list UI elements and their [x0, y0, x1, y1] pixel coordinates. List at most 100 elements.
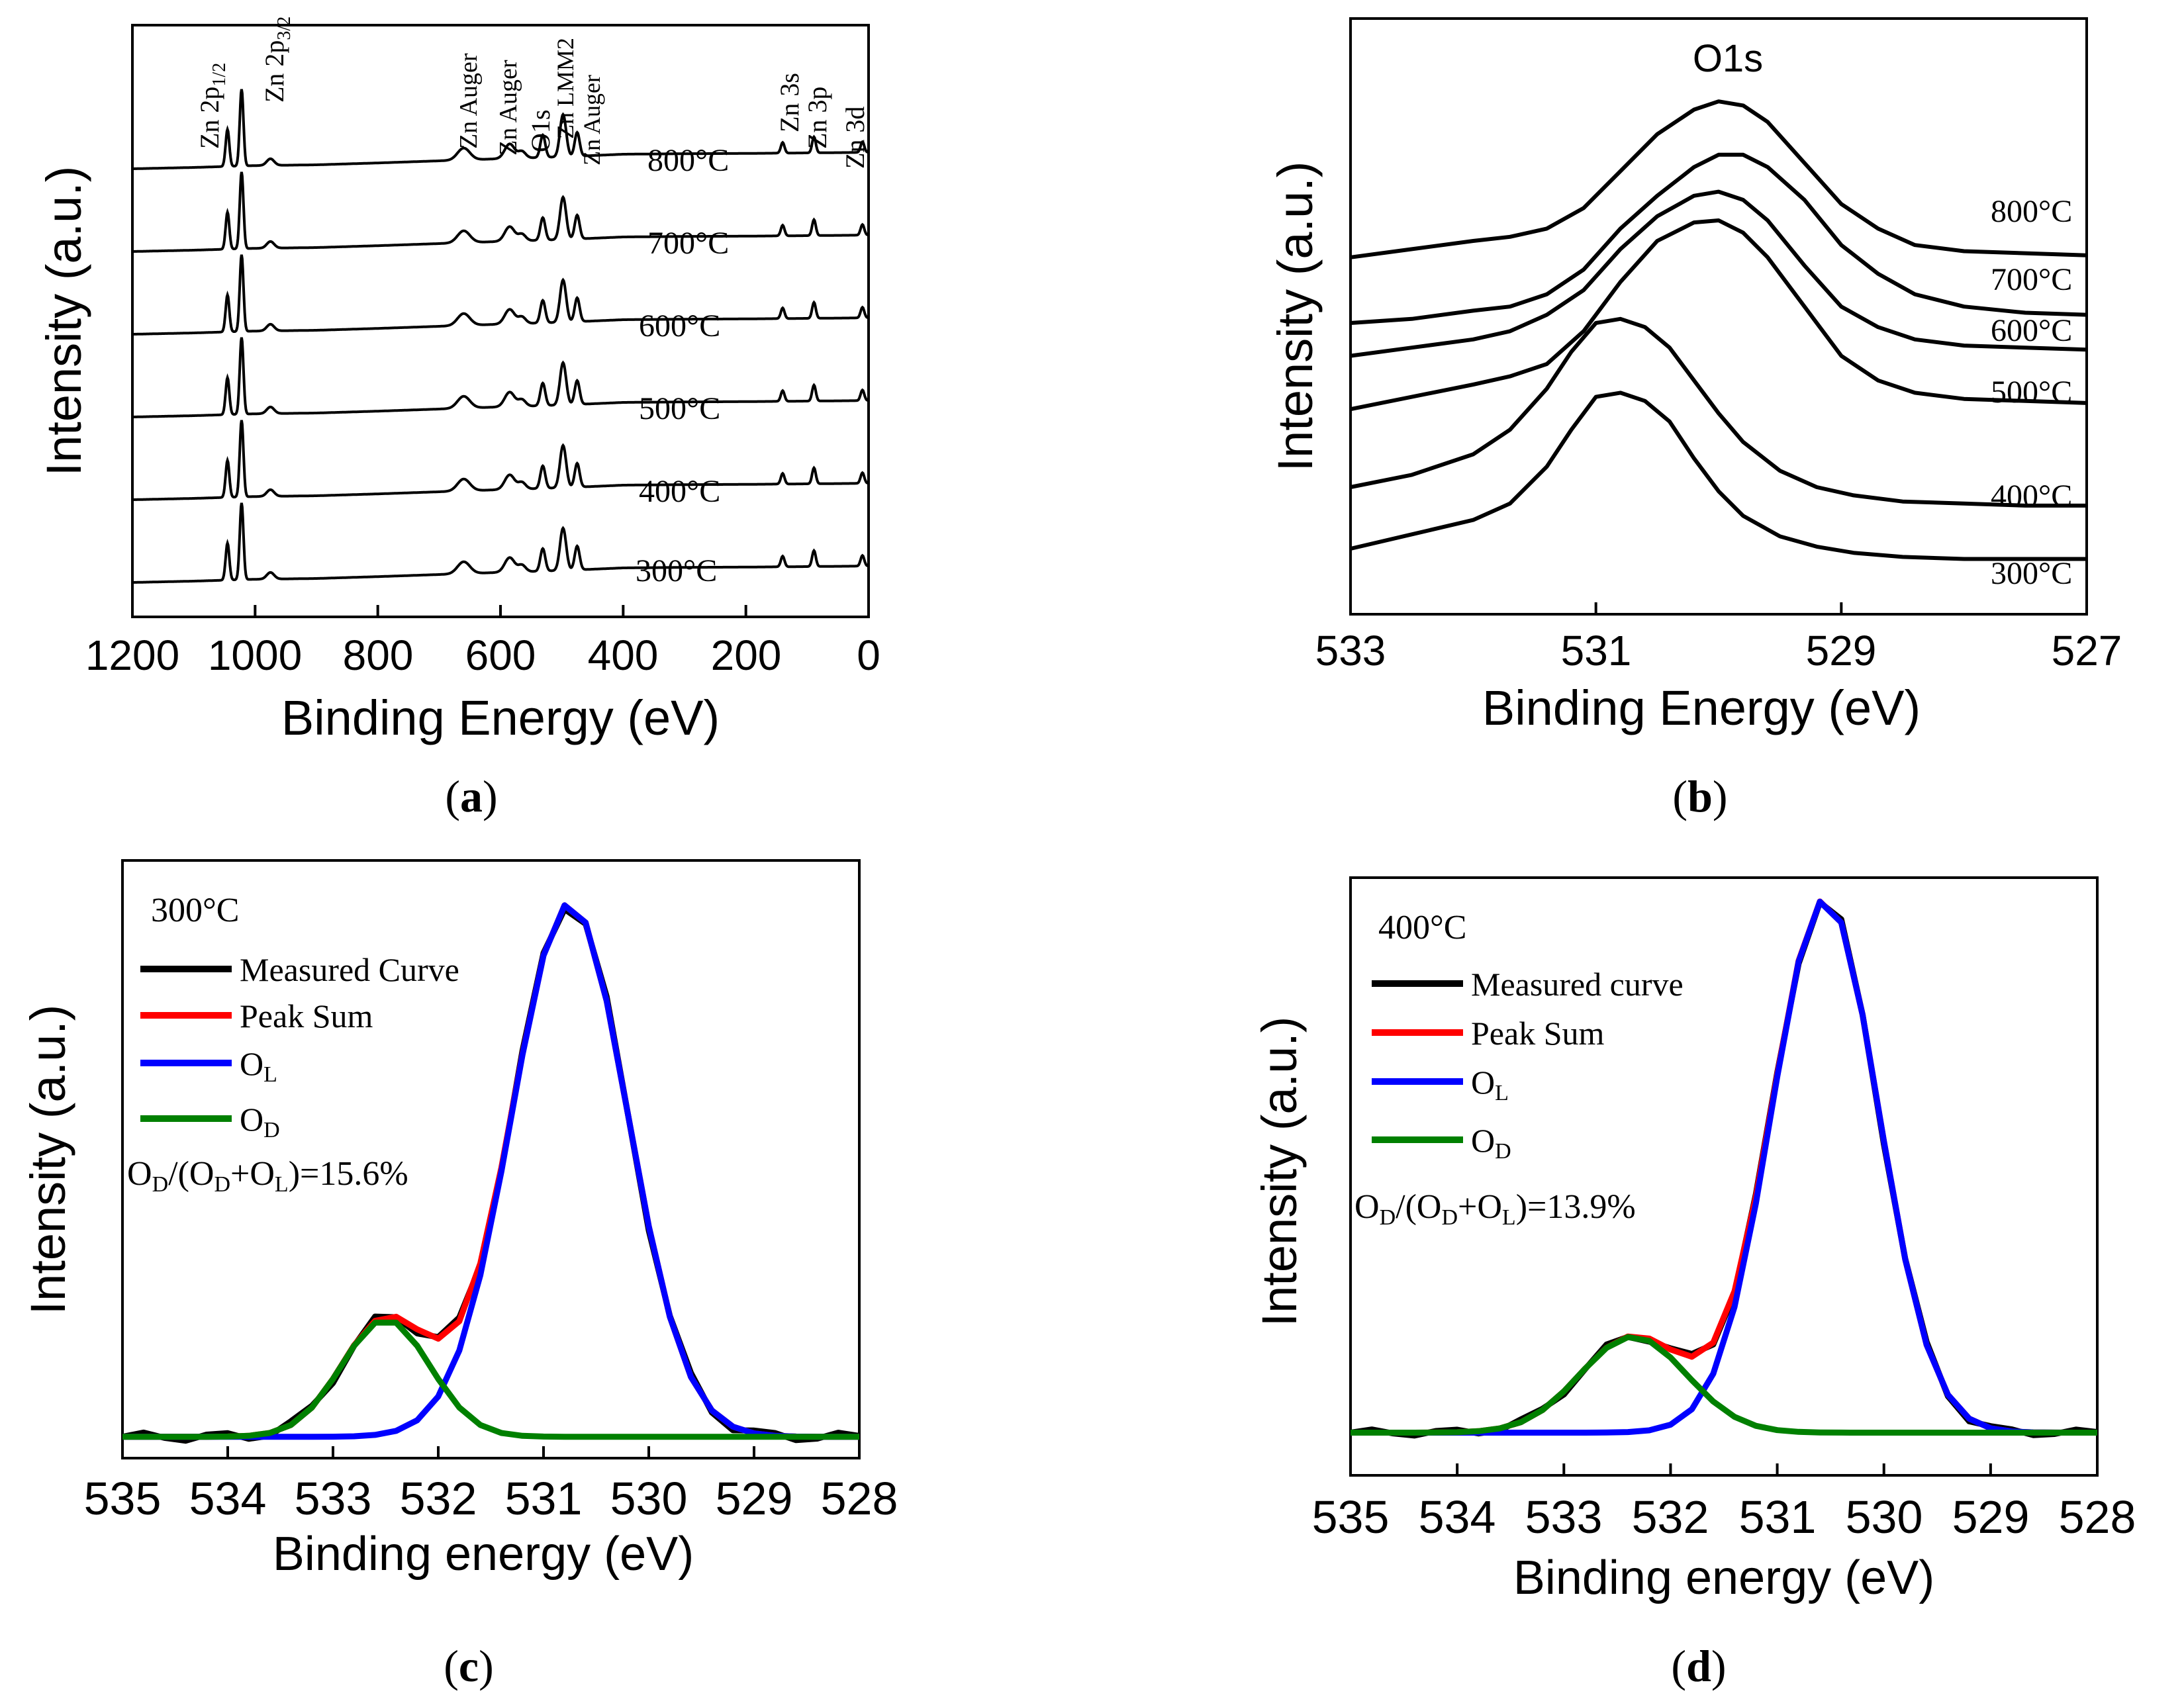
annotation-o1s: O1s: [526, 110, 555, 152]
panel-d-ylabel: Intensity (a.u.): [1252, 1017, 1307, 1327]
legend-label-measured: Measured Curve: [240, 951, 459, 988]
annotation-zn-3d: Zn 3d: [840, 107, 870, 169]
annotation-zn-auger-3: Zn Auger: [579, 75, 605, 165]
o1s-spectrum-300°C: [1350, 391, 2087, 561]
survey-spectrum-500°C: [132, 337, 869, 418]
legend-label-ol: OL: [1471, 1064, 1509, 1105]
panel-c-ylabel: Intensity (a.u.): [21, 1005, 75, 1315]
survey-spectrum-800°C: [132, 89, 869, 170]
panel-c-xtick-label: 528: [821, 1473, 898, 1524]
panel-a-ylabel: Intensity (a.u.): [36, 166, 91, 477]
panel-c-legend: Measured Curve Peak Sum OL OD: [140, 951, 459, 1142]
panel-a-series-label-400: 400°C: [639, 474, 720, 509]
survey-spectrum-600°C: [132, 254, 869, 336]
panel-d-ratio: OD/(OD+OL)=13.9%: [1354, 1188, 1636, 1230]
o1s-spectrum-600°C: [1350, 189, 2087, 358]
od-component-curve: [122, 1319, 859, 1440]
annotation-zn-auger-2: Zn Auger: [495, 60, 522, 156]
panel-d-xtick-label: 535: [1312, 1491, 1390, 1543]
panel-a-xtick-label: 1000: [208, 631, 302, 679]
survey-spectrum-400°C: [132, 420, 869, 501]
panel-d-xlabel: Binding energy (eV): [1513, 1551, 1934, 1604]
o1s-spectrum-800°C: [1350, 99, 2087, 259]
annotation-zn-auger-1: Zn Auger: [455, 53, 483, 149]
panel-d-xtick-label: 530: [1846, 1491, 1923, 1543]
panel-c-frame: [121, 859, 861, 1459]
panel-a-series-labels: 300°C 400°C 500°C 600°C 700°C 800°C: [636, 143, 729, 588]
panel-b: 533 531 529 527 Binding Energy (eV) Inte…: [1268, 17, 2122, 821]
panel-a-series-label-300: 300°C: [636, 553, 717, 588]
panel-a-series: [132, 89, 869, 584]
panel-a-xticks: [131, 605, 870, 617]
panel-d-xticks: [1349, 1463, 2099, 1475]
panel-c-xtick-label: 535: [84, 1473, 162, 1524]
panel-c-xlabel: Binding energy (eV): [273, 1528, 694, 1581]
legend-label-peak-sum: Peak Sum: [240, 997, 373, 1035]
legend-label-ol: OL: [240, 1045, 277, 1087]
panel-c-xticks: [121, 1446, 861, 1458]
panel-b-label: (b): [1672, 771, 1727, 821]
panel-d-xtick-label: 532: [1632, 1491, 1709, 1543]
panel-d-xtick-label: 533: [1525, 1491, 1603, 1543]
survey-spectrum-300°C: [132, 502, 869, 584]
panel-b-xtick-label: 531: [1561, 627, 1632, 674]
panel-b-series-label-500: 500°C: [1991, 375, 2072, 410]
panel-a-xtick-label: 400: [588, 631, 659, 679]
panel-d-xtick-label: 529: [1952, 1491, 2030, 1543]
panel-c-xtick-label: 531: [505, 1473, 583, 1524]
panel-d-legend: Measured curve Peak Sum OL OD: [1372, 966, 1684, 1164]
o1s-spectrum-500°C: [1350, 218, 2087, 412]
annotation-zn-lmm2: Zn LMM2: [552, 38, 579, 139]
panel-a-xlabel: Binding Energy (eV): [281, 690, 720, 745]
panel-c-sample-label: 300°C: [151, 892, 239, 929]
annotation-zn-2p32: Zn 2p3/2: [260, 17, 295, 103]
panel-d-sample-label: 400°C: [1378, 909, 1466, 946]
panel-c-xtick-label: 529: [716, 1473, 793, 1524]
panel-c-ratio: OD/(OD+OL)=15.6%: [127, 1155, 408, 1197]
panel-b-series-label-300: 300°C: [1991, 556, 2072, 591]
panel-c-label: (c): [444, 1641, 494, 1691]
panel-b-series-label-600: 600°C: [1991, 313, 2072, 348]
panel-d-series: [1350, 898, 2098, 1439]
panel-c: 535 534 533 532 531 530 529 528 Binding …: [21, 859, 898, 1691]
legend-label-od: OD: [240, 1101, 280, 1142]
panel-a-series-label-600: 600°C: [639, 308, 720, 344]
panel-a: 1200 1000 800 600 400 200 0 Binding Ener…: [36, 17, 880, 821]
annotation-zn-3p: Zn 3p: [802, 87, 832, 149]
panel-a-series-label-700: 700°C: [647, 226, 729, 261]
panel-d-xtick-labels: 535 534 533 532 531 530 529 528: [1312, 1491, 2136, 1543]
o1s-spectrum-400°C: [1350, 316, 2087, 508]
panel-a-xtick-label: 1200: [85, 631, 179, 679]
panel-c-series: [122, 902, 860, 1444]
panel-d: 535 534 533 532 531 530 529 528 Binding …: [1252, 876, 2136, 1691]
panel-b-xlabel: Binding Energy (eV): [1482, 680, 1921, 735]
panel-c-xtick-label: 534: [189, 1473, 267, 1524]
panel-b-series: [1350, 99, 2087, 561]
panel-a-xtick-label: 0: [857, 631, 880, 679]
panel-d-label: (d): [1671, 1641, 1726, 1691]
panel-b-series-label-800: 800°C: [1991, 194, 2072, 229]
panel-b-xtick-label: 533: [1315, 627, 1386, 674]
panel-d-frame: [1349, 876, 2099, 1477]
panel-c-xtick-labels: 535 534 533 532 531 530 529 528: [84, 1473, 898, 1524]
panel-d-xtick-label: 531: [1739, 1491, 1817, 1543]
panel-a-label: (a): [445, 771, 497, 821]
panel-c-xtick-label: 533: [295, 1473, 372, 1524]
survey-spectrum-700°C: [132, 171, 869, 253]
panel-a-xtick-label: 600: [465, 631, 536, 679]
panel-b-title: O1s: [1693, 37, 1763, 80]
panel-b-xticks: [1349, 602, 2088, 614]
o1s-spectrum-700°C: [1350, 152, 2087, 325]
panel-b-series-label-700: 700°C: [1991, 262, 2072, 297]
panel-d-xtick-label: 528: [2059, 1491, 2136, 1543]
panel-a-peak-annotations: Zn 2p1/2 Zn 2p3/2 Zn Auger Zn Auger O1s …: [195, 17, 870, 169]
panel-a-series-label-500: 500°C: [639, 391, 720, 426]
legend-label-measured: Measured curve: [1471, 966, 1684, 1003]
panel-a-xtick-labels: 1200 1000 800 600 400 200 0: [85, 631, 880, 679]
panel-c-xtick-label: 532: [400, 1473, 477, 1524]
panel-a-series-label-800: 800°C: [647, 143, 729, 178]
panel-c-xtick-label: 530: [610, 1473, 688, 1524]
od-component-curve: [1351, 1334, 2097, 1436]
panel-b-series-labels: 800°C 700°C 600°C 500°C 400°C 300°C: [1991, 194, 2072, 591]
